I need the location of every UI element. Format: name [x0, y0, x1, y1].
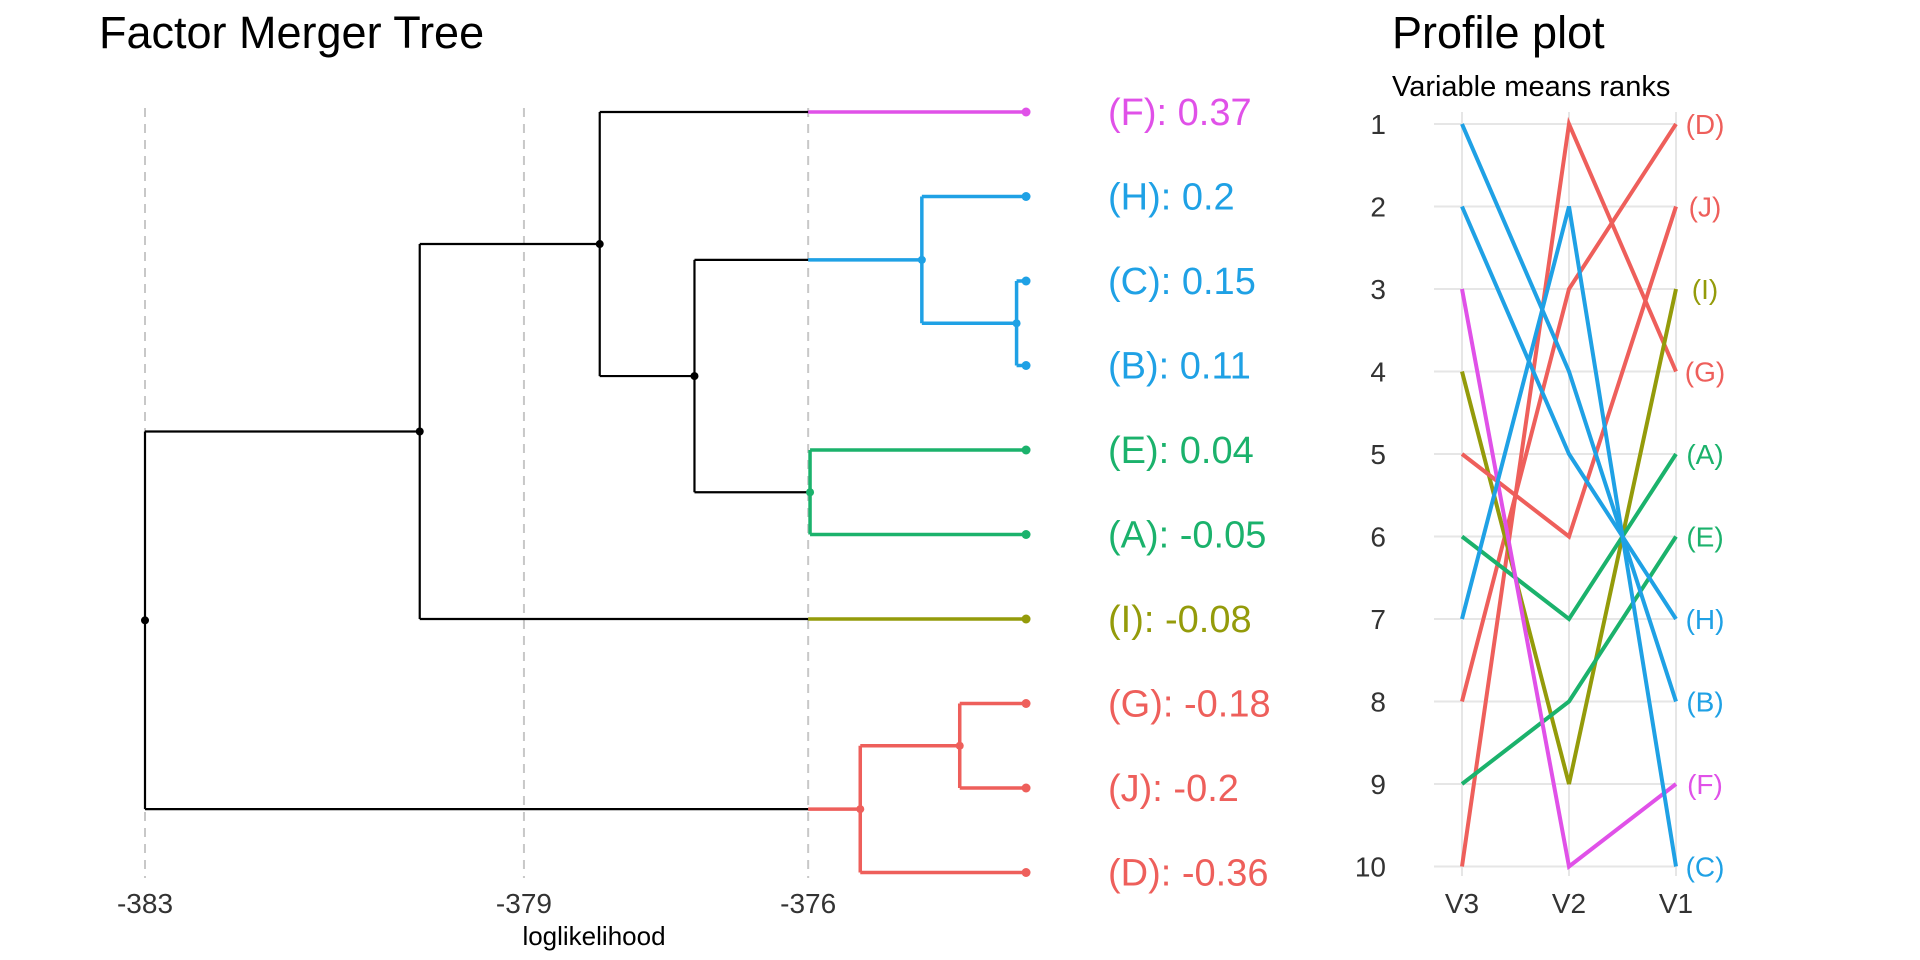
tree-x-tick-label: -383: [117, 888, 173, 919]
profile-y-tick-label: 5: [1370, 439, 1386, 470]
tree-leaf-label: (I): -0.08: [1108, 599, 1252, 641]
tree-leaf-node: [1021, 868, 1031, 877]
profile-series-label: (C): [1686, 852, 1725, 883]
profile-series-line: [1460, 123, 1678, 703]
tree-leaf-node: [1021, 192, 1031, 201]
profile-series-label: (A): [1686, 439, 1723, 470]
tree-title: Factor Merger Tree: [99, 7, 484, 58]
profile-x-tick-label: V3: [1445, 888, 1479, 919]
profile-lines: [1460, 116, 1678, 871]
profile-series-labels: (D) (J) (I) (G) (A) (E) (H) (B) (F) (C): [1685, 109, 1725, 883]
tree-merge-node: [806, 488, 815, 497]
tree-leaf-node: [1021, 445, 1031, 455]
tree-leaf-label: (J): -0.2: [1108, 768, 1239, 810]
tree-leaf-label: (G): -0.18: [1108, 684, 1271, 726]
tree-merge-node: [955, 741, 964, 750]
tree-x-tick-label: -376: [780, 888, 836, 919]
tree-leaf-node: [1021, 699, 1031, 708]
profile-series-label: (D): [1686, 109, 1725, 140]
tree-leaf-node: [1021, 361, 1031, 370]
tree-merge-node: [690, 372, 699, 381]
tree-x-axis-label: loglikelihood: [522, 921, 665, 951]
tree-leaf-node: [1021, 783, 1031, 793]
profile-y-tick-label: 1: [1370, 109, 1386, 140]
profile-gridlines: [1434, 112, 1677, 876]
tree-leaf-node: [1021, 276, 1031, 286]
profile-series-line: [1460, 205, 1678, 621]
profile-series-line: [1460, 288, 1678, 785]
profile-y-tick-label: 6: [1370, 522, 1386, 553]
tree-leaf-node: [1021, 530, 1031, 539]
tree-leaf-label: (D): -0.36: [1108, 853, 1268, 895]
tree-leaf-label: (B): 0.11: [1108, 346, 1251, 388]
tree-x-tick-label: -379: [496, 888, 552, 919]
profile-x-ticks: V3 V2 V1: [1445, 888, 1693, 919]
profile-y-tick-label: 2: [1370, 192, 1386, 223]
profile-title: Profile plot: [1392, 7, 1605, 58]
profile-x-tick-label: V2: [1552, 888, 1586, 919]
profile-series-label: (B): [1686, 687, 1723, 718]
tree-leaf-node: [1021, 107, 1031, 117]
tree-merge-node: [415, 427, 424, 436]
profile-series-line: [1460, 116, 1678, 867]
profile-series-label: (F): [1687, 769, 1723, 800]
profile-series-label: (H): [1686, 604, 1725, 635]
profile-y-tick-label: 3: [1370, 274, 1386, 305]
tree-leaf-label: (C): 0.15: [1108, 261, 1256, 303]
profile-subtitle: Variable means ranks: [1392, 71, 1670, 103]
tree-merge-node: [856, 805, 865, 814]
profile-series-label: (I): [1692, 274, 1718, 305]
tree-merge-node: [1012, 319, 1021, 328]
tree-x-ticks: -383 -379 -376: [117, 888, 836, 919]
profile-y-tick-label: 9: [1370, 769, 1386, 800]
tree-leaf-label: (H): 0.2: [1108, 177, 1235, 219]
profile-series-line: [1460, 205, 1678, 867]
profile-y-tick-label: 10: [1355, 852, 1386, 883]
tree-leaf-label: (E): 0.04: [1108, 430, 1254, 472]
profile-x-tick-label: V1: [1659, 888, 1693, 919]
tree-merge-node: [141, 616, 149, 625]
tree-nodes: [141, 107, 1031, 877]
tree-leaf-node: [1021, 614, 1031, 624]
profile-series-line: [1460, 452, 1678, 622]
profile-series-label: (J): [1689, 192, 1722, 223]
tree-leaf-label: (F): 0.37: [1108, 92, 1252, 134]
tree-merge-node: [595, 240, 604, 249]
profile-y-tick-label: 8: [1370, 687, 1386, 718]
profile-series-label: (E): [1686, 522, 1723, 553]
profile-series-label: (G): [1685, 357, 1725, 388]
profile-y-tick-label: 4: [1370, 357, 1386, 388]
profile-y-tick-label: 7: [1370, 604, 1386, 635]
tree-leaf-label: (A): -0.05: [1108, 515, 1266, 557]
tree-leaf-labels: (F): 0.37 (H): 0.2 (C): 0.15 (B): 0.11 (E): …: [1108, 92, 1271, 895]
tree-branches: [143, 110, 1027, 875]
profile-y-ticks: 1 2 3 4 5 6 7 8 9 10: [1355, 109, 1386, 883]
tree-merge-node: [917, 255, 926, 264]
